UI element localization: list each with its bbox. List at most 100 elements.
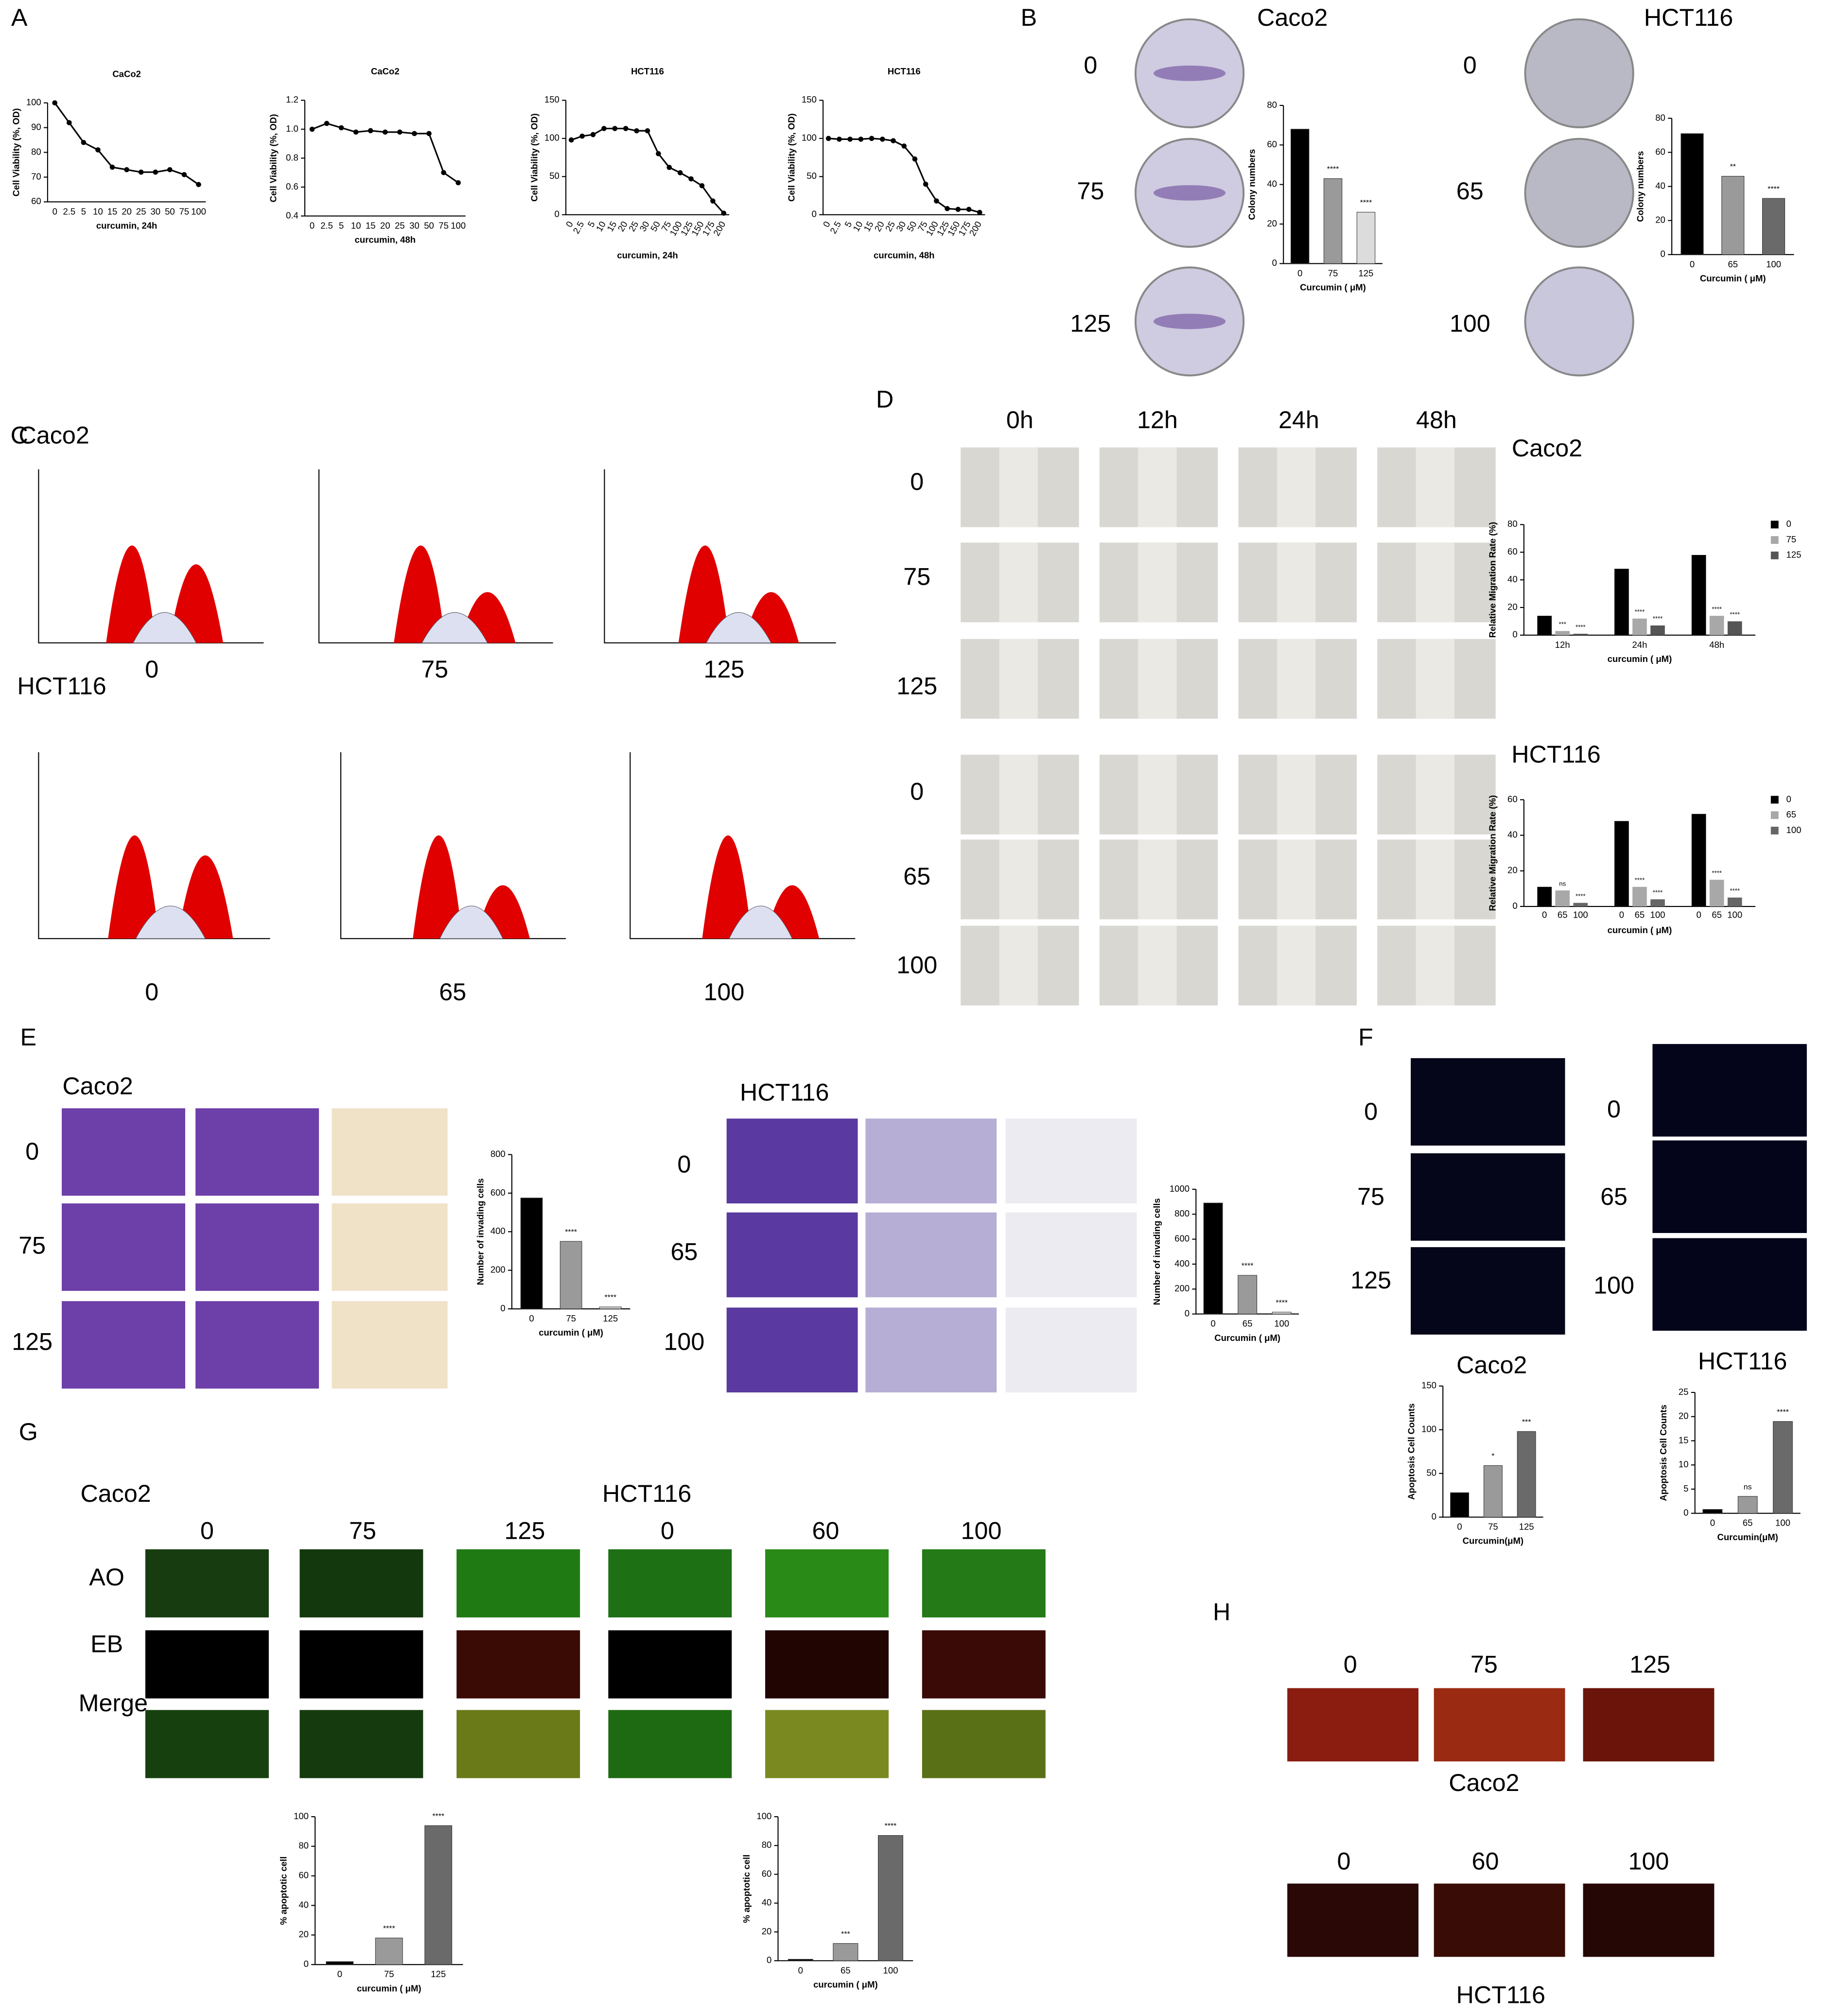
x-tick-label: 0 [310, 220, 315, 230]
y-tick-label: 0 [767, 1955, 771, 1965]
x-tick-label: 0 [1457, 1522, 1462, 1532]
label: 125 [896, 673, 937, 700]
label: D [876, 386, 893, 413]
label: 125 [12, 1328, 53, 1356]
significance: *** [841, 1930, 850, 1938]
y-tick-label: 60 [1267, 139, 1277, 149]
significance: **** [1653, 889, 1663, 896]
significance: **** [1768, 185, 1780, 193]
chart-title: HCT116 [631, 66, 664, 76]
y-tick-label: 40 [1507, 574, 1518, 584]
wound-gap [999, 639, 1038, 719]
label: 0 [1337, 1847, 1351, 1875]
y-tick-label: 100 [294, 1811, 309, 1821]
bar [1721, 176, 1745, 255]
wound-gap [1138, 925, 1177, 1006]
point [109, 164, 115, 170]
x-tick-label: 0 [1690, 259, 1695, 269]
bar [1632, 886, 1647, 907]
micrograph [332, 1301, 448, 1389]
y-tick-label: 1.0 [286, 123, 298, 134]
bar [1691, 814, 1706, 907]
significance: **** [432, 1812, 444, 1821]
significance: **** [1276, 1299, 1288, 1307]
y-tick-label: 400 [490, 1226, 506, 1236]
label: 0 [145, 656, 158, 683]
label: 65 [903, 863, 930, 890]
bar-label: 0 [1542, 909, 1547, 920]
axes [1283, 105, 1383, 264]
micrograph [299, 1549, 423, 1617]
point [966, 207, 972, 212]
significance: **** [1327, 165, 1339, 174]
micrograph [299, 1630, 423, 1699]
label: 65 [1456, 177, 1484, 205]
x-tick-label: 65 [1243, 1319, 1253, 1329]
point [441, 170, 446, 175]
x-tick-label: 100 [1775, 1518, 1790, 1528]
x-axis-label: curcumin ( μM) [539, 1327, 603, 1338]
point [412, 131, 417, 137]
legend-swatch [1770, 521, 1779, 529]
y-tick-label: 40 [1655, 180, 1665, 191]
point [901, 143, 907, 149]
y-axis-label: Cell Viability (%, OD) [268, 114, 278, 203]
x-tick-label: 0 [337, 1969, 342, 1979]
chart-title: CaCo2 [371, 66, 400, 76]
label: 75 [1471, 1651, 1498, 1678]
bar [1709, 616, 1724, 635]
x-tick-label: 50 [424, 220, 434, 230]
x-axis-label: curcumin, 24h [96, 220, 157, 230]
micrograph [145, 1630, 269, 1699]
point [945, 206, 950, 211]
bar [1737, 1496, 1758, 1514]
micrograph [608, 1710, 732, 1778]
micrograph [608, 1549, 732, 1617]
micrograph [1411, 1153, 1565, 1241]
y-tick-label: 0.8 [286, 152, 298, 162]
x-axis-label: curcumin, 24h [617, 250, 678, 260]
label: 65 [439, 978, 466, 1006]
y-tick-label: 100 [544, 133, 560, 143]
bar [1323, 178, 1343, 264]
s-phase [439, 905, 504, 939]
label: Merge [79, 1689, 148, 1717]
y-tick-label: 1000 [1170, 1183, 1190, 1194]
label: HCT116 [1698, 1347, 1787, 1374]
label: 100 [896, 952, 937, 979]
micrograph [1411, 1058, 1565, 1146]
significance: **** [1712, 605, 1722, 612]
point [324, 121, 330, 126]
point [847, 137, 853, 142]
point [181, 172, 187, 177]
legend-label: 0 [1786, 519, 1791, 529]
label: 100 [961, 1517, 1002, 1545]
s-phase [132, 612, 197, 643]
chart-title: CaCo2 [112, 69, 141, 79]
micrograph [608, 1630, 732, 1699]
y-tick-label: 20 [298, 1929, 309, 1939]
s-phase [729, 905, 793, 939]
x-tick-label: 5 [81, 206, 86, 216]
bar [1632, 618, 1647, 635]
x-tick-label: 2.5 [63, 206, 75, 216]
x-tick-label: 65 [1728, 259, 1738, 269]
x-tick-label: 75 [1328, 268, 1338, 278]
y-tick-label: 0.6 [286, 181, 298, 191]
legend-label: 100 [1786, 825, 1802, 835]
y-tick-label: 0 [1432, 1511, 1436, 1521]
significance: ns [1559, 880, 1566, 887]
chart-title: HCT116 [888, 66, 921, 76]
x-tick-label: 12h [1555, 640, 1570, 650]
x-tick-label: 15 [107, 206, 118, 216]
y-tick-label: 150 [1421, 1380, 1436, 1390]
x-tick-label: 75 [179, 206, 190, 216]
label: 0 [910, 778, 924, 805]
y-tick-label: 80 [1507, 519, 1518, 529]
y-tick-label: 0 [1185, 1308, 1190, 1318]
micrograph [195, 1108, 319, 1196]
label: Caco2 [1449, 1769, 1519, 1796]
bar-label: 0 [1619, 909, 1624, 920]
point [153, 169, 158, 175]
y-tick-label: 20 [1655, 215, 1665, 225]
